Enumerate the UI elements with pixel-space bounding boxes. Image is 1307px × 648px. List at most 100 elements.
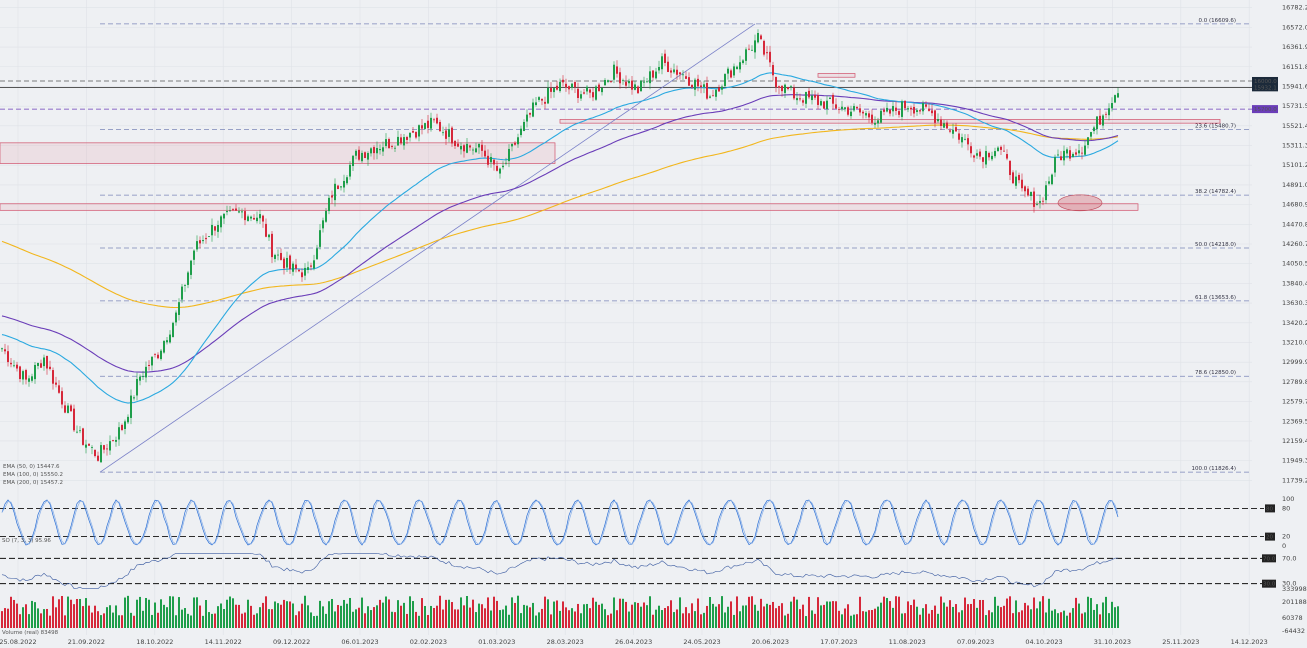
candle-body[interactable] [118, 427, 120, 440]
candle-body[interactable] [247, 216, 249, 221]
candle-body[interactable] [388, 138, 390, 149]
candle-body[interactable] [907, 108, 909, 110]
candle-body[interactable] [592, 92, 594, 98]
candle-body[interactable] [730, 70, 732, 78]
candle-body[interactable] [481, 144, 483, 151]
candle-body[interactable] [529, 112, 531, 115]
candle-body[interactable] [505, 162, 507, 164]
candle-body[interactable] [1024, 186, 1026, 192]
candle-body[interactable] [1036, 204, 1038, 205]
candle-body[interactable] [949, 130, 951, 132]
candle-body[interactable] [1108, 108, 1110, 116]
candle-body[interactable] [586, 86, 588, 92]
candle-body[interactable] [1, 348, 3, 350]
candle-body[interactable] [649, 71, 651, 84]
candle-body[interactable] [259, 214, 261, 219]
candle-body[interactable] [484, 150, 486, 157]
candle-body[interactable] [13, 365, 15, 367]
candle-body[interactable] [568, 86, 570, 90]
candle-body[interactable] [349, 164, 351, 177]
candle-body[interactable] [307, 267, 309, 270]
candle-body[interactable] [1096, 116, 1098, 130]
candle-body[interactable] [598, 84, 600, 92]
candle-body[interactable] [874, 122, 876, 125]
candle-body[interactable] [367, 153, 369, 160]
candle-body[interactable] [688, 77, 690, 86]
candle-body[interactable] [121, 424, 123, 430]
candle-body[interactable] [406, 137, 408, 140]
candle-body[interactable] [238, 211, 240, 213]
candle-body[interactable] [676, 69, 678, 75]
candle-body[interactable] [868, 113, 870, 118]
candle-body[interactable] [922, 103, 924, 112]
candle-body[interactable] [943, 123, 945, 128]
candle-body[interactable] [901, 101, 903, 117]
candle-body[interactable] [1087, 137, 1089, 145]
candle-body[interactable] [757, 33, 759, 43]
candle-body[interactable] [970, 146, 972, 154]
candle-body[interactable] [556, 85, 558, 90]
candle-body[interactable] [289, 255, 291, 270]
candle-body[interactable] [1072, 153, 1074, 157]
candle-body[interactable] [781, 85, 783, 92]
candle-body[interactable] [7, 351, 9, 363]
candle-body[interactable] [640, 80, 642, 92]
candle-body[interactable] [712, 95, 714, 97]
candle-body[interactable] [679, 72, 681, 75]
candle-body[interactable] [802, 100, 804, 103]
candle-body[interactable] [457, 143, 459, 147]
candle-body[interactable] [355, 150, 357, 156]
candle-body[interactable] [145, 366, 147, 378]
candle-body[interactable] [637, 86, 639, 94]
candle-body[interactable] [187, 272, 189, 285]
candle-body[interactable] [934, 110, 936, 123]
candle-body[interactable] [619, 72, 621, 84]
candle-body[interactable] [235, 208, 237, 211]
candle-body[interactable] [163, 341, 165, 353]
candle-body[interactable] [94, 449, 96, 457]
candle-body[interactable] [793, 87, 795, 99]
candle-body[interactable] [241, 211, 243, 213]
candle-body[interactable] [28, 378, 30, 382]
candle-body[interactable] [22, 371, 24, 380]
candle-body[interactable] [931, 110, 933, 114]
candle-body[interactable] [124, 421, 126, 430]
candle-body[interactable] [1027, 188, 1029, 196]
candle-body[interactable] [514, 142, 516, 145]
candle-body[interactable] [229, 210, 231, 212]
candle-body[interactable] [886, 107, 888, 112]
candle-body[interactable] [547, 87, 549, 104]
candle-body[interactable] [73, 408, 75, 431]
candle-body[interactable] [964, 138, 966, 140]
candle-body[interactable] [1009, 160, 1011, 176]
candle-body[interactable] [550, 88, 552, 92]
candle-body[interactable] [1054, 157, 1056, 173]
candle-body[interactable] [748, 48, 750, 50]
candle-body[interactable] [847, 107, 849, 115]
candle-body[interactable] [469, 145, 471, 148]
candle-body[interactable] [400, 137, 402, 144]
candle-body[interactable] [232, 209, 234, 211]
candle-body[interactable] [805, 92, 807, 104]
candle-body[interactable] [1051, 174, 1053, 185]
candle-body[interactable] [799, 98, 801, 100]
candle-body[interactable] [517, 137, 519, 145]
candle-body[interactable] [928, 108, 930, 111]
candle-body[interactable] [955, 127, 957, 132]
candle-body[interactable] [379, 149, 381, 151]
candle-body[interactable] [154, 353, 156, 355]
candle-body[interactable] [544, 101, 546, 104]
candle-body[interactable] [127, 416, 129, 423]
candle-body[interactable] [322, 220, 324, 229]
candle-body[interactable] [580, 94, 582, 99]
candle-body[interactable] [865, 113, 867, 116]
candle-body[interactable] [814, 94, 816, 98]
candle-body[interactable] [1057, 154, 1059, 156]
candle-body[interactable] [1039, 201, 1041, 203]
candle-body[interactable] [100, 445, 102, 463]
candle-body[interactable] [10, 362, 12, 365]
candle-body[interactable] [172, 322, 174, 337]
candle-body[interactable] [376, 147, 378, 154]
candle-body[interactable] [49, 366, 51, 369]
